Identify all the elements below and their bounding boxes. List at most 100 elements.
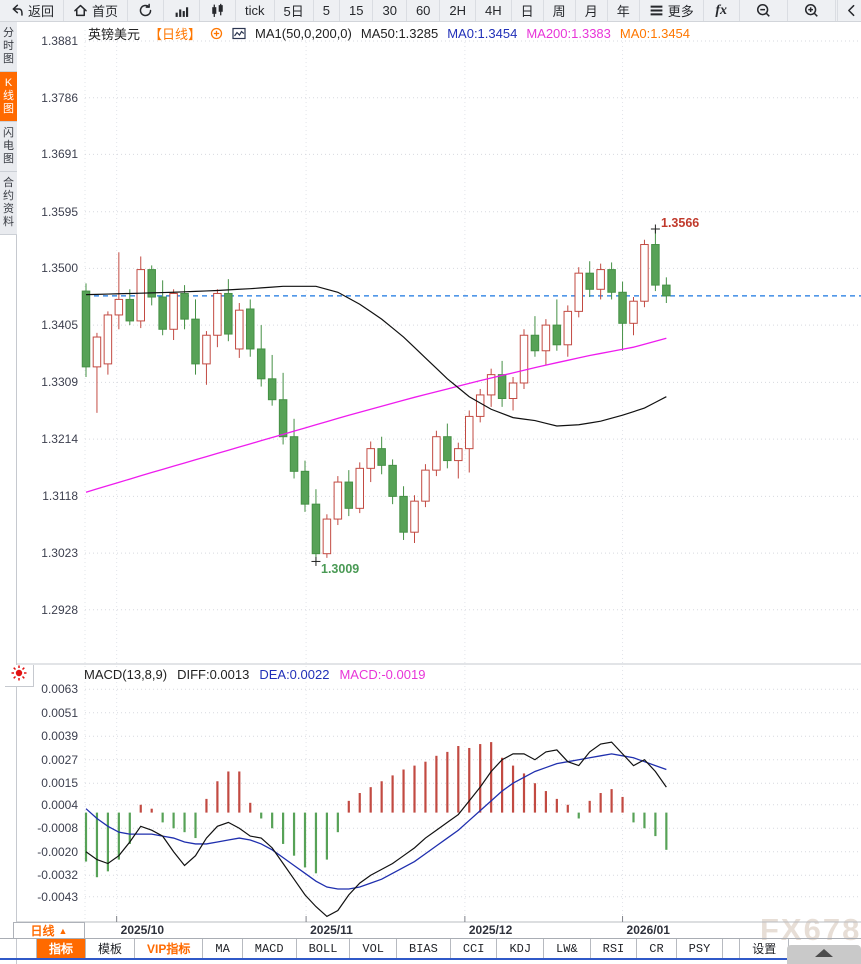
indicator-VOL[interactable]: VOL [350,939,398,958]
collapse-icon [844,3,859,18]
zoom-in-button[interactable] [788,0,836,21]
collapse-button[interactable] [837,0,861,21]
toolbar-item-label: 更多 [667,4,694,19]
ma-settings: MA1(50,0,200,0) [255,26,352,41]
period-selector[interactable]: 日线 ▲ [13,922,85,939]
back-icon [9,3,24,18]
period-label: 【日线】 [149,27,202,42]
indicator-设置[interactable]: 设置 [739,939,790,958]
sidebar-tab-合约资料[interactable]: 合约资料 [0,172,17,235]
fx-icon: fx [715,2,728,18]
interval-2h-button[interactable]: 2H [440,0,477,21]
toolbar-item-label: 周 [552,4,566,19]
indicator-VIP指标[interactable]: VIP指标 [135,939,204,958]
bar-chart-icon [174,3,189,18]
macd-diff-value: DIFF:0.0013 [177,667,250,682]
home-icon [73,3,88,18]
watermark: FX678 [760,912,861,947]
ma0-slow-value: MA0:1.3454 [619,26,691,41]
indicator-模板[interactable]: 模板 [86,939,136,958]
indicator-指标[interactable]: 指标 [36,939,87,958]
more-button[interactable]: 更多 [640,0,704,21]
ma0-fast-value: MA0:1.3454 [447,26,518,41]
indicator-KDJ[interactable]: KDJ [497,939,545,958]
indicator-MACD[interactable]: MACD [243,939,297,958]
macd-bar-value: MACD:-0.0019 [339,667,426,682]
back-button[interactable]: 返回 [0,0,65,21]
interval-tick-button[interactable]: tick [236,0,275,21]
interval-week-button[interactable]: 周 [544,0,576,21]
indicator-MA[interactable]: MA [203,939,243,958]
interval-day-button[interactable]: 日 [512,0,544,21]
zoom-in-icon [804,3,819,18]
toolbar-item-label: 2H [449,3,467,18]
macd-dea-value: DEA:0.0022 [259,667,330,682]
macd-title: MACD(13,8,9) [84,667,168,682]
x-axis-label: 2025/12 [468,923,513,937]
toolbar-item-label: 首页 [92,4,119,19]
toolbar-item-label: 5日 [283,4,304,19]
toolbar-item-label: 60 [415,3,431,18]
pulse-icon [10,664,28,687]
interval-15m-button[interactable]: 15 [340,0,374,21]
toolbar-item-label: 5 [322,3,330,18]
x-axis-label: 2025/10 [120,923,165,937]
interval-30m-button[interactable]: 30 [373,0,407,21]
left-sidebar: 分时图 K线图 闪电图 合约资料 [0,22,17,964]
zoom-out-button[interactable] [740,0,788,21]
toolbar-item-label: 月 [584,4,598,19]
fx-button[interactable]: fx [704,0,740,21]
symbol-name: 英镑美元 [88,27,141,42]
ma50-value: MA50:1.3285 [360,26,439,41]
interval-month-button[interactable]: 月 [576,0,608,21]
toolbar-item-label: 年 [616,4,630,19]
indicator-BOLL[interactable]: BOLL [297,939,351,958]
macd-header: MACD(13,8,9) DIFF:0.0013 DEA:0.0022 MACD… [84,667,425,682]
indicator-CCI[interactable]: CCI [451,939,498,958]
indicator-bar: 指标 模板 VIP指标 MA MACD BOLL VOL BIAS CCI KDJ LW& RSI CR… [0,938,861,958]
interval-4h-button[interactable]: 4H [476,0,512,21]
bottom-divider [0,958,861,960]
indicator-LW&[interactable]: LW& [544,939,591,958]
low-price-annotation: 1.3009 [321,562,360,576]
candle-chart-icon [210,3,225,18]
sidebar-tab-K线图[interactable]: K线图 [0,72,17,122]
high-price-annotation: 1.3566 [661,216,700,230]
refresh-icon [138,3,153,18]
chart-type-icon[interactable] [232,27,246,40]
chart-style-candle-button[interactable] [200,0,237,21]
toolbar-item-label: 日 [520,4,534,19]
x-axis-label: 2025/11 [310,923,353,937]
period-selector-label: 日线 [30,924,55,938]
toolbar-item-label: 15 [349,3,364,18]
home-button[interactable]: 首页 [64,0,129,21]
interval-year-button[interactable]: 年 [608,0,640,21]
zoom-out-icon [756,3,771,18]
interval-5m-button[interactable]: 5 [314,0,340,21]
indicator-PSY[interactable]: PSY [677,939,724,958]
toolbar-item-label: tick [245,3,265,18]
x-axis-label: 2026/01 [626,923,670,937]
toolbar-item-label: 30 [382,3,397,18]
toolbar-item-label: 返回 [28,4,55,19]
top-toolbar: 返回 首页 tick 5日 5 15 30 60 2H 4H 日 周 月 年 更多 fx [0,0,861,22]
add-indicator-icon[interactable] [210,27,223,40]
interval-5d-button[interactable]: 5日 [275,0,314,21]
chart-header: 英镑美元 【日线】 MA1(50,0,200,0) MA50:1.3285 MA… [88,24,690,43]
menu-icon [649,3,664,18]
up-arrow-icon: ▲ [58,925,68,936]
chart-area[interactable] [17,22,861,922]
indicator-BIAS[interactable]: BIAS [397,939,451,958]
interval-60m-button[interactable]: 60 [407,0,441,21]
live-indicator[interactable] [5,665,34,687]
toolbar-item-label: 4H [485,3,502,18]
sidebar-tab-分时图[interactable]: 分时图 [0,22,17,72]
sidebar-tab-闪电图[interactable]: 闪电图 [0,122,17,172]
scroll-up-button[interactable] [787,945,861,964]
chart-style-bar-button[interactable] [164,0,201,21]
refresh-button[interactable] [128,0,165,21]
indicator-RSI[interactable]: RSI [591,939,638,958]
indicator-CR[interactable]: CR [637,939,677,958]
up-triangle-icon [815,949,833,957]
ma200-value: MA200:1.3383 [526,26,611,41]
